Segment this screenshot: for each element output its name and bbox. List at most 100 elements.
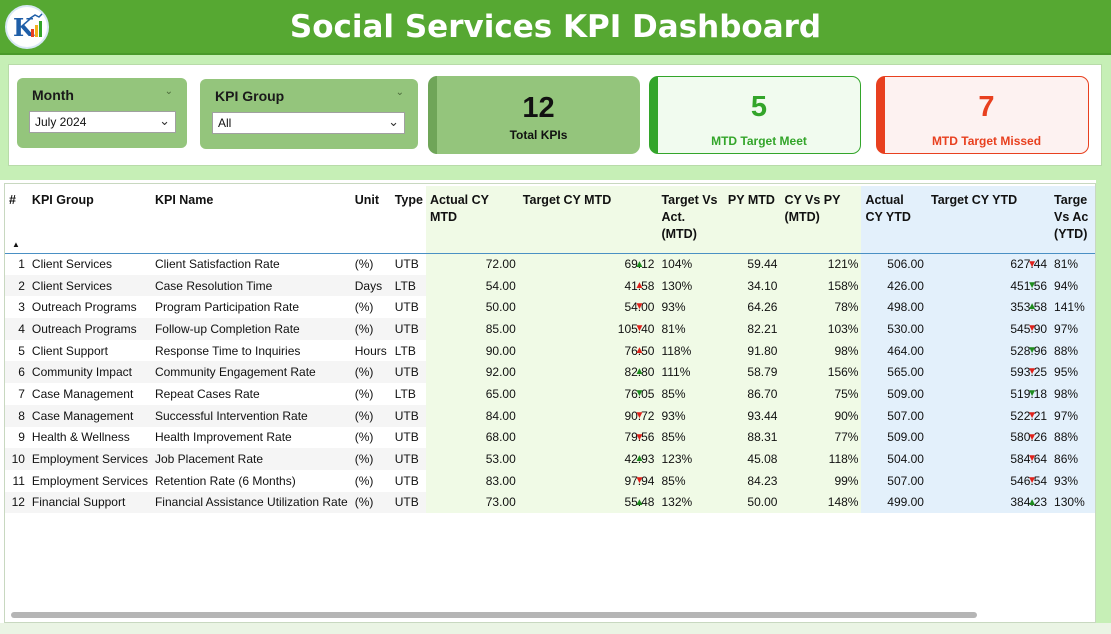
col-header-actual-cy-ytd[interactable]: Actual CY YTD: [861, 186, 927, 254]
cell-actual-cy-ytd: 509.00: [861, 426, 927, 449]
chevron-down-icon[interactable]: ⌄: [164, 86, 173, 97]
cell-actual-cy-ytd: 530.00: [861, 318, 927, 340]
cell-unit: (%): [350, 469, 391, 492]
cell-type: UTB: [390, 318, 426, 340]
table-row[interactable]: 7 Case Management Repeat Cases Rate (%) LTB 6…: [5, 383, 1095, 405]
kpi-logo-icon: K: [5, 5, 49, 49]
cell-target-cy-mtd: 79.56: [518, 426, 658, 449]
col-header-cy-vs-py-mtd[interactable]: CY Vs PY (MTD): [780, 186, 862, 254]
cell-target-vs-act-mtd: ▼ 93%: [635, 404, 724, 427]
target-vs-act-mtd-value: 104%: [661, 257, 693, 272]
cell-kpi-group: Employment Services: [27, 448, 151, 470]
cell-kpi-group: Financial Support: [27, 491, 151, 514]
col-header-target-vs-act-mtd[interactable]: Target Vs Act. (MTD): [657, 186, 724, 254]
col-header-target-vs-act-ytd[interactable]: Targe Vs Ac (YTD): [1050, 186, 1095, 254]
target-vs-act-mtd-value: 132%: [661, 495, 693, 510]
mtd-target-meet-card: 5 MTD Target Meet: [649, 76, 861, 154]
cell-number: 1: [5, 253, 28, 275]
target-vs-act-ytd-value: 86%: [1054, 452, 1079, 467]
cell-number: 10: [5, 448, 28, 470]
cell-actual-cy-ytd: 464.00: [861, 339, 927, 362]
col-header-kpi-group[interactable]: KPI Group: [27, 186, 151, 254]
target-vs-act-mtd-value: 93%: [661, 300, 686, 315]
cell-kpi-name: Successful Intervention Rate: [150, 404, 351, 427]
horizontal-scrollbar[interactable]: [11, 612, 977, 618]
mtd-target-meet-caption: MTD Target Meet: [711, 134, 807, 148]
col-header-number[interactable]: #: [5, 186, 28, 254]
cell-target-cy-mtd: 69.12: [518, 253, 658, 275]
cell-unit: (%): [350, 383, 391, 405]
cell-target-vs-act-ytd: ▼ 94%: [1027, 274, 1095, 297]
table-header-row: # KPI Group KPI Name Unit Type Actual CY…: [5, 186, 1095, 254]
cell-target-vs-act-ytd: ▼ 97%: [1027, 318, 1095, 340]
chevron-down-icon[interactable]: ⌄: [395, 87, 404, 98]
triangle-down-icon: ▼: [634, 388, 645, 400]
cell-target-vs-act-mtd: ▼ 85%: [635, 469, 724, 492]
target-vs-act-ytd-value: 130%: [1054, 495, 1085, 510]
col-header-py-mtd[interactable]: PY MTD: [723, 186, 781, 254]
target-vs-act-ytd-value: 97%: [1054, 408, 1079, 423]
cell-unit: Hours: [350, 339, 391, 362]
total-kpis-card: 12 Total KPIs: [428, 76, 640, 154]
target-vs-act-mtd-value: 85%: [661, 473, 686, 488]
cell-target-vs-act-mtd: ▲ 132%: [635, 491, 724, 514]
cell-cy-vs-py-mtd: 78%: [780, 296, 862, 319]
cell-py-mtd: 82.21: [723, 318, 781, 340]
cell-number: 4: [5, 318, 28, 340]
table-row[interactable]: 9 Health & Wellness Health Improvement Rat…: [5, 426, 1095, 449]
table-row[interactable]: 11 Employment Services Retention Rate (6 M…: [5, 469, 1095, 492]
table-row[interactable]: 8 Case Management Successful Intervention …: [5, 404, 1095, 427]
kpi-group-dropdown[interactable]: All ⌄: [212, 112, 405, 134]
page-title: Social Services KPI Dashboard: [289, 9, 822, 45]
cell-target-cy-ytd: 584.64: [926, 448, 1051, 470]
cell-unit: (%): [350, 296, 391, 319]
target-vs-act-ytd-value: 95%: [1054, 365, 1079, 380]
cell-target-cy-ytd: 546.54: [926, 469, 1051, 492]
cell-cy-vs-py-mtd: 158%: [780, 274, 862, 297]
target-vs-act-ytd-value: 93%: [1054, 473, 1079, 488]
cell-actual-cy-mtd: 90.00: [425, 339, 519, 362]
cell-target-vs-act-mtd: ▲ 118%: [635, 339, 724, 362]
target-vs-act-mtd-value: 85%: [661, 386, 686, 401]
col-header-target-cy-mtd[interactable]: Target CY MTD: [518, 186, 658, 254]
cell-number: 11: [5, 469, 28, 492]
table-row[interactable]: 5 Client Support Response Time to Inquirie…: [5, 339, 1095, 362]
mtd-target-missed-card: 7 MTD Target Missed: [876, 76, 1089, 154]
sort-ascending-icon[interactable]: ▲: [12, 240, 20, 249]
chevron-down-icon: ⌄: [159, 113, 170, 128]
triangle-down-icon: ▼: [1027, 366, 1037, 378]
target-vs-act-mtd-value: 85%: [661, 430, 686, 445]
table-row[interactable]: 4 Outreach Programs Follow-up Completion R…: [5, 318, 1095, 340]
table-row[interactable]: 10 Employment Services Job Placement Rate(…: [5, 448, 1095, 470]
cell-target-vs-act-ytd: ▲ 141%: [1027, 296, 1095, 319]
svg-text:K: K: [13, 13, 35, 42]
month-slicer-label: Month: [32, 87, 74, 103]
cell-py-mtd: 59.44: [723, 253, 781, 275]
triangle-down-icon: ▼: [1027, 388, 1037, 400]
cell-kpi-group: Outreach Programs: [27, 318, 151, 340]
col-header-target-cy-ytd[interactable]: Target CY YTD: [926, 186, 1051, 254]
target-vs-act-ytd-value: 94%: [1054, 278, 1079, 293]
triangle-down-icon: ▼: [1027, 279, 1037, 291]
triangle-up-icon: ▲: [634, 366, 645, 378]
table-row[interactable]: 3 Outreach Programs Program Participation …: [5, 296, 1095, 319]
table-row[interactable]: 6 Community Impact Community Engagement Ra…: [5, 361, 1095, 384]
col-header-kpi-name[interactable]: KPI Name: [150, 186, 351, 254]
cell-type: LTB: [390, 274, 426, 297]
cell-cy-vs-py-mtd: 121%: [780, 253, 862, 275]
cell-type: UTB: [390, 426, 426, 449]
col-header-actual-cy-mtd[interactable]: Actual CY MTD: [425, 186, 519, 254]
table-row[interactable]: 2 Client Services Case Resolution Time Days…: [5, 274, 1095, 297]
cell-unit: (%): [350, 448, 391, 470]
cell-type: UTB: [390, 404, 426, 427]
target-vs-act-mtd-value: 93%: [661, 408, 686, 423]
table-row[interactable]: 12 Financial Support Financial Assistance …: [5, 491, 1095, 514]
table-row[interactable]: 1 Client Services Client Satisfaction Rate…: [5, 253, 1095, 275]
col-header-type[interactable]: Type: [390, 186, 426, 254]
cell-type: UTB: [390, 253, 426, 275]
month-dropdown[interactable]: July 2024 ⌄: [29, 111, 176, 133]
cell-type: UTB: [390, 491, 426, 514]
cell-kpi-group: Client Services: [27, 253, 151, 275]
cell-target-cy-ytd: 580.26: [926, 426, 1051, 449]
col-header-unit[interactable]: Unit: [350, 186, 391, 254]
